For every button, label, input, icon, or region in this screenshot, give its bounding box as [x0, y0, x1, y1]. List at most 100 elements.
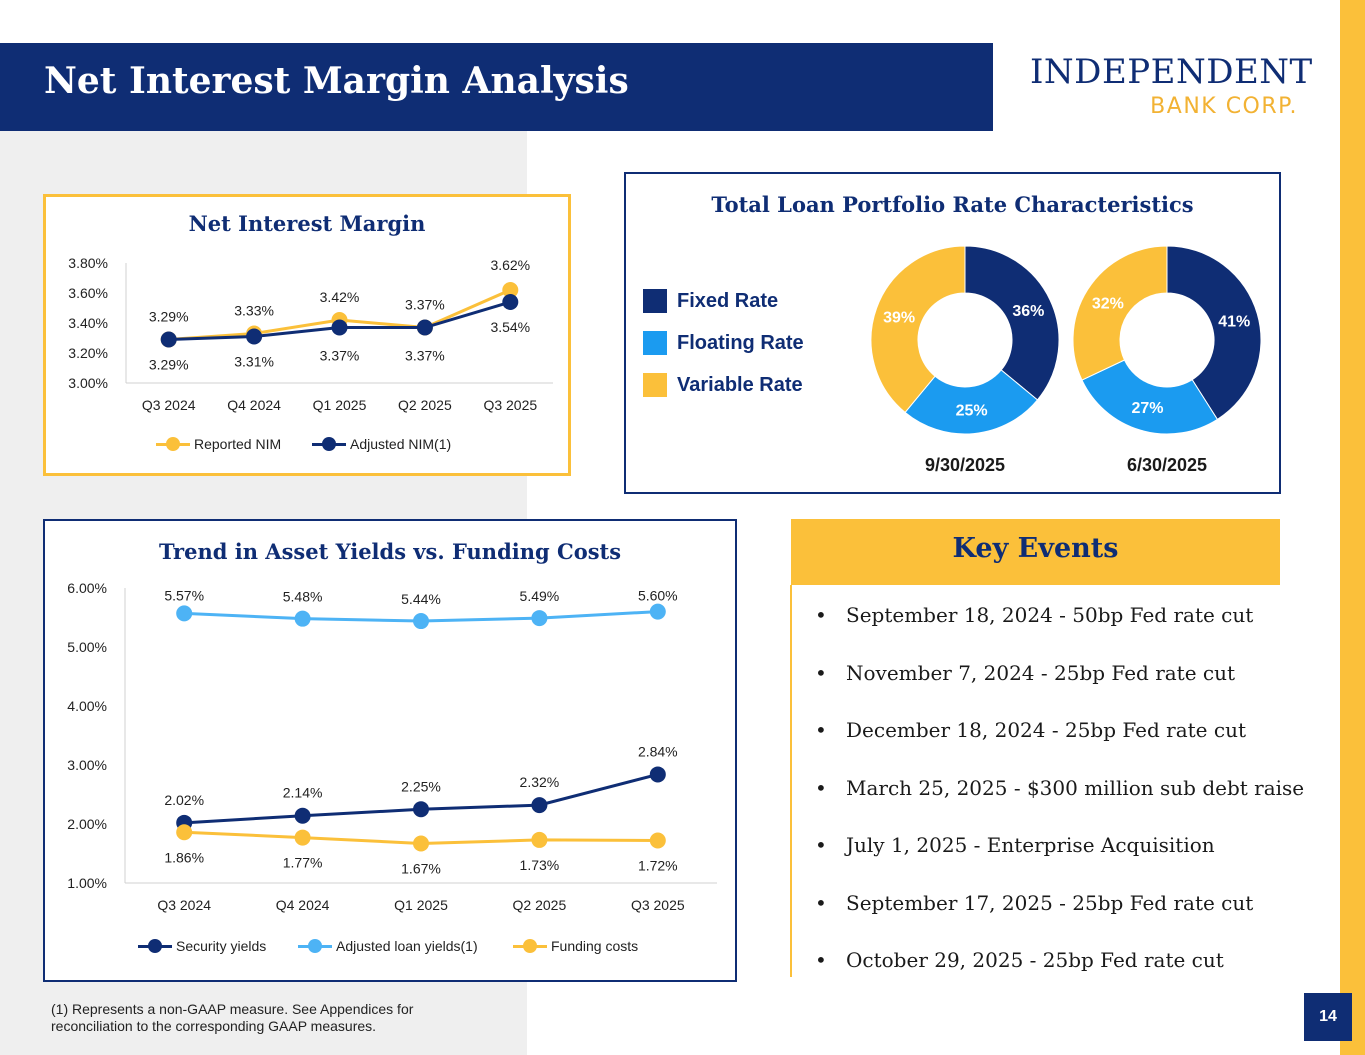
- legend-loan-yields-marker: [298, 939, 332, 953]
- data-label: 3.29%: [149, 309, 189, 325]
- data-point: [246, 328, 263, 345]
- nim-line-chart: 3.00% 3.20% 3.40% 3.60% 3.80% Q3 2024 Q4 2024 Q…: [68, 255, 553, 413]
- data-point: [331, 319, 348, 336]
- slice-label: 41%: [1218, 313, 1250, 330]
- key-event-item: March 25, 2025 - $300 million sub debt r…: [815, 776, 1304, 834]
- data-label: 2.32%: [520, 774, 560, 790]
- data-label: 3.31%: [234, 354, 274, 370]
- donut-date-label: 6/30/2025: [1127, 455, 1207, 475]
- data-label: 5.57%: [164, 587, 204, 603]
- y-tick-label: 4.00%: [67, 698, 107, 714]
- x-tick-label: Q3 2024: [142, 397, 196, 413]
- slice-label: 25%: [956, 403, 988, 420]
- key-events-header: Key Events: [791, 519, 1280, 585]
- data-point: [649, 603, 666, 620]
- data-point: [413, 835, 429, 852]
- key-event-item: December 18, 2024 - 25bp Fed rate cut: [815, 718, 1304, 776]
- legend-loan-yields: Adjusted loan yields(1): [298, 938, 478, 954]
- key-event-item: October 29, 2025 - 25bp Fed rate cut: [815, 948, 1304, 1006]
- nim-chart-title: Net Interest Margin: [188, 211, 426, 236]
- key-event-item: September 17, 2025 - 25bp Fed rate cut: [815, 891, 1304, 949]
- legend-funding-costs-marker: [513, 939, 547, 953]
- data-point: [416, 319, 433, 336]
- data-point: [413, 613, 429, 630]
- fixed-rate-swatch: [643, 289, 667, 313]
- data-label: 3.37%: [320, 348, 360, 364]
- donut-slice: [1081, 359, 1219, 435]
- data-point: [531, 831, 548, 848]
- right-accent-stripe: [1340, 0, 1365, 1055]
- data-label: 5.48%: [283, 589, 323, 605]
- x-tick-label: Q3 2024: [157, 897, 211, 913]
- data-label: 3.62%: [490, 257, 530, 273]
- yields-chart-title: Trend in Asset Yields vs. Funding Costs: [158, 539, 622, 564]
- legend-variable-rate-label: Variable Rate: [677, 373, 803, 396]
- legend-reported-nim-label: Reported NIM: [194, 436, 282, 452]
- donut-slice: [964, 245, 1060, 401]
- page-title: Net Interest Margin Analysis: [44, 60, 629, 102]
- x-tick-label: Q2 2025: [513, 897, 567, 913]
- key-event-item: September 18, 2024 - 50bp Fed rate cut: [815, 603, 1304, 661]
- slice-label: 36%: [1012, 303, 1044, 320]
- donut-slice: [1166, 245, 1262, 421]
- footnote: (1) Represents a non-GAAP measure. See A…: [51, 1001, 414, 1034]
- legend-loan-yields-label: Adjusted loan yields(1): [336, 938, 478, 954]
- y-tick-label: 3.20%: [68, 345, 108, 361]
- data-label: 2.25%: [401, 778, 441, 794]
- y-tick-label: 3.80%: [68, 255, 108, 271]
- data-point: [531, 797, 548, 814]
- slice-label: 39%: [883, 309, 915, 326]
- data-label: 2.84%: [638, 743, 678, 759]
- loan-chart-title: Total Loan Portfolio Rate Characteristic…: [711, 192, 1194, 217]
- y-tick-label: 3.00%: [67, 757, 107, 773]
- floating-rate-swatch: [643, 331, 667, 355]
- x-tick-label: Q4 2024: [276, 897, 330, 913]
- legend-reported-nim: Reported NIM: [156, 436, 281, 452]
- legend-reported-nim-marker: [156, 437, 190, 451]
- legend-variable-rate: Variable Rate: [643, 373, 803, 397]
- slice-label: 27%: [1131, 400, 1163, 417]
- data-point: [160, 331, 177, 348]
- x-tick-label: Q4 2024: [227, 397, 281, 413]
- data-point: [176, 605, 193, 622]
- key-events-title: Key Events: [952, 533, 1119, 564]
- legend-funding-costs-label: Funding costs: [551, 938, 639, 954]
- yields-line-chart: 1.00% 2.00% 3.00% 4.00% 5.00% 6.00% Q3 2024 Q4 …: [67, 580, 717, 913]
- x-tick-label: Q1 2025: [313, 397, 367, 413]
- data-label: 3.29%: [149, 357, 189, 373]
- yields-panel: Trend in Asset Yields vs. Funding Costs …: [43, 519, 737, 982]
- data-label: 3.37%: [405, 348, 445, 364]
- data-point: [649, 766, 666, 783]
- data-label: 1.73%: [520, 857, 560, 873]
- legend-fixed-rate-label: Fixed Rate: [677, 289, 779, 312]
- donut-slice: [870, 245, 966, 414]
- key-event-item: July 1, 2025 - Enterprise Acquisition: [815, 833, 1304, 891]
- data-point: [294, 829, 311, 846]
- key-event-item: November 7, 2024 - 25bp Fed rate cut: [815, 661, 1304, 719]
- variable-rate-swatch: [643, 373, 667, 397]
- legend-fixed-rate: Fixed Rate: [643, 289, 778, 313]
- y-tick-label: 5.00%: [67, 639, 107, 655]
- x-tick-label: Q3 2025: [483, 397, 537, 413]
- data-point: [294, 610, 311, 627]
- donut-date-label: 9/30/2025: [925, 455, 1005, 475]
- donut-slice: [904, 369, 1039, 435]
- data-label: 2.14%: [283, 785, 323, 801]
- x-tick-label: Q3 2025: [631, 897, 685, 913]
- legend-floating-rate-label: Floating Rate: [677, 331, 804, 354]
- logo-bank-corp: BANK CORP.: [1150, 94, 1298, 119]
- data-point: [294, 807, 311, 824]
- y-tick-label: 3.00%: [68, 375, 108, 391]
- key-events-divider: [790, 585, 792, 977]
- data-point: [649, 832, 666, 849]
- data-point: [502, 282, 519, 298]
- data-label: 3.33%: [234, 303, 274, 319]
- data-label: 2.02%: [164, 792, 204, 808]
- legend-funding-costs: Funding costs: [513, 938, 638, 954]
- legend-adjusted-nim-marker: [312, 437, 346, 451]
- donut-slice: [1072, 245, 1168, 381]
- legend-security-yields-label: Security yields: [176, 938, 267, 954]
- nim-panel: Net Interest Margin 3.00% 3.20% 3.40% 3.60%…: [43, 194, 571, 476]
- slice-label: 32%: [1092, 295, 1124, 312]
- y-tick-label: 3.40%: [68, 315, 108, 331]
